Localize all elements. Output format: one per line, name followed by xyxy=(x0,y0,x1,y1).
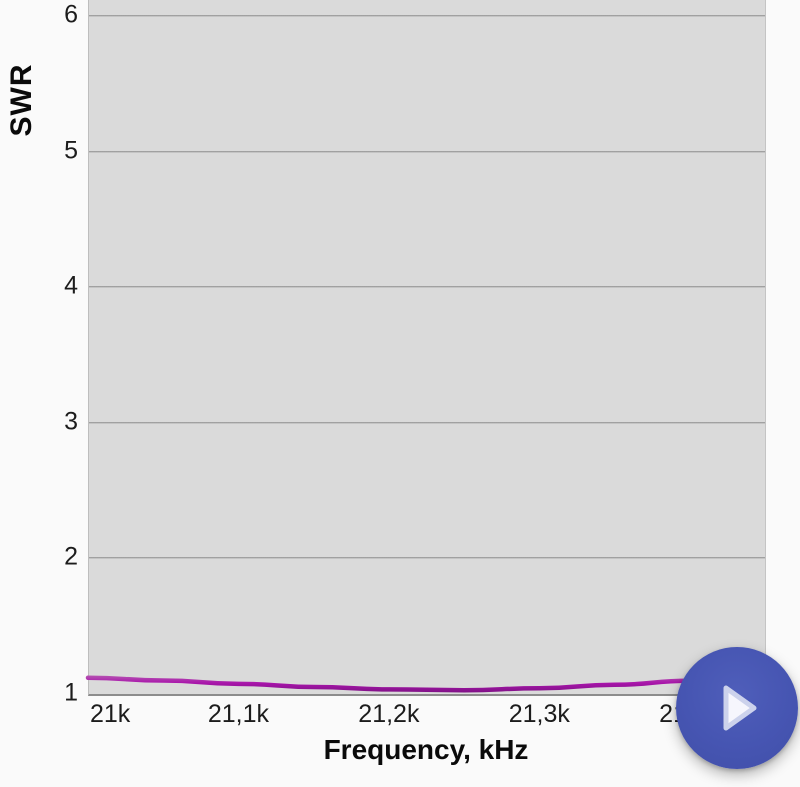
x-tick-label-21,3k: 21,3k xyxy=(508,700,570,728)
y-tick-label-5: 5 xyxy=(64,136,78,165)
gridline-swr-5 xyxy=(89,150,765,153)
play-button[interactable] xyxy=(676,647,798,769)
y-tick-label-2: 2 xyxy=(64,542,78,571)
x-tick-label-21,1k: 21,1k xyxy=(207,700,270,728)
play-icon xyxy=(723,685,757,731)
gridline-swr-2 xyxy=(89,557,765,560)
gridline-swr-4 xyxy=(89,286,765,289)
x-tick-label-21k: 21k xyxy=(90,700,131,728)
y-tick-label-1: 1 xyxy=(64,678,78,707)
gridline-swr-3 xyxy=(89,421,765,424)
x-tick-label-21,2k: 21,2k xyxy=(358,700,420,728)
plot-area xyxy=(88,0,766,696)
gridline-swr-6 xyxy=(89,15,765,18)
x-axis-title: Frequency, kHz xyxy=(323,734,529,765)
y-tick-label-3: 3 xyxy=(64,407,78,436)
y-tick-label-6: 6 xyxy=(64,0,78,29)
y-axis-title: SWR xyxy=(5,63,38,137)
y-tick-label-4: 4 xyxy=(64,271,78,300)
